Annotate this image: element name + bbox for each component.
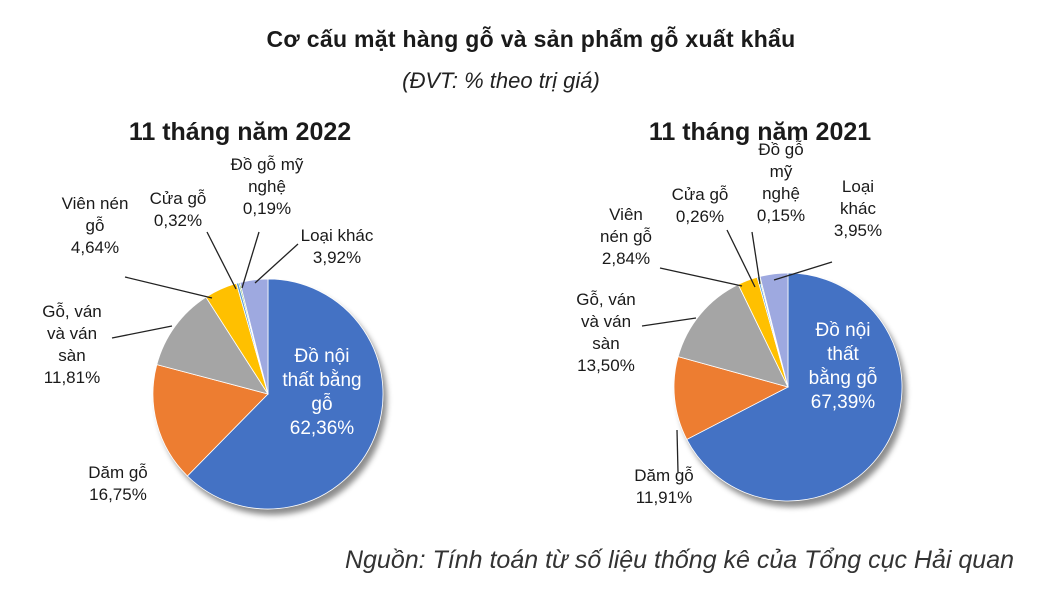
slice-label-line: sàn [58,346,85,365]
leader-line-loai_khac [254,243,299,284]
slice-label-line: thất bằng [282,369,361,391]
leader-line-loai_khac [773,261,833,281]
pie-1: Đồ nội thất bằng gỗ 67,39% Dăm gỗ 11,91% Gỗ, v… [576,140,903,507]
slice-label-vien_nen: Viên nén gỗ 2,84% [600,205,652,268]
pie-slice-loai_khac [239,278,269,395]
leader-line-go_van [641,317,697,327]
slice-label-line: sàn [592,334,619,353]
slice-label-loai_khac: Loại khác 3,92% [301,226,374,267]
slice-label-line: Đồ gỗ [758,140,803,159]
slice-label-line: Loại [842,177,874,196]
slice-label-line: 11,81% [44,368,100,387]
pie-slice-do_noi_that [686,272,903,502]
slice-label-line: nghệ [248,177,286,196]
pie-slice-loai_khac [759,272,789,388]
page-subtitle: (ĐVT: % theo trị giá) [402,68,600,93]
slice-label-line: 3,92% [313,248,361,267]
slice-label-dam_go: Dăm gỗ 16,75% [88,463,148,504]
slice-label-line: Đồ gỗ mỹ [231,155,304,174]
leader-line-dam_go [676,429,679,473]
chart-title-2021: 11 tháng năm 2021 [648,118,872,146]
leader-line-cua_go [726,229,756,288]
pie-0: Đồ nội thất bằng gỗ 62,36%Dăm gỗ 16,75%Gỗ, v… [42,155,384,510]
source-note: Nguồn: Tính toán từ số liệu thống kê của… [344,546,1014,574]
page-title: Cơ cấu mặt hàng gỗ và sản phẩm gỗ xuất k… [266,26,796,52]
slice-label-line: 0,15% [757,206,805,225]
slice-label-line: nghệ [762,184,800,203]
slice-label-line: gỗ [86,216,105,235]
slice-label-line: Đồ nội [295,346,350,367]
slice-label-line: 0,19% [243,199,291,218]
pie-slice-do_noi_that [186,278,384,510]
slice-label-do_go_my_nghe: Đồ gỗ mỹ nghệ 0,19% [231,155,304,218]
slice-label-line: mỹ [770,162,793,181]
slice-label-line: 62,36% [290,418,355,439]
slice-label-line: 0,26% [676,207,724,226]
slice-label-go_van: Gỗ, ván và ván sàn 11,81% [42,302,102,387]
leader-line-vien_nen [659,267,743,287]
slice-label-line: khác [840,199,876,218]
slice-label-line: Viên nén [62,194,129,213]
slice-label-go_van: Gỗ, ván và ván sàn 13,50% [576,290,636,375]
pie-slice-go_van [156,296,269,395]
leader-line-cua_go [206,231,237,290]
slice-label-line: Loại khác [301,226,374,245]
slice-label-dam_go: Dăm gỗ 11,91% [634,466,694,507]
slice-label-line: và ván [581,312,631,331]
slice-label-line: thất [827,344,859,365]
slice-label-loai_khac: Loại khác 3,95% [834,177,882,240]
chart-title-2022: 11 tháng năm 2022 [128,118,352,146]
slice-label-line: Cửa gỗ [150,189,207,208]
slice-label-line: 13,50% [577,356,635,375]
slice-label-line: Dăm gỗ [634,466,694,485]
slice-label-cua_go: Cửa gỗ 0,32% [150,189,207,230]
slice-label-line: 67,39% [811,392,876,413]
slice-label-line: 16,75% [89,485,147,504]
pie-slice-go_van [677,283,789,388]
leader-line-vien_nen [124,276,213,299]
slice-label-line: bằng gỗ [809,367,878,389]
slice-label-line: Cửa gỗ [672,185,729,204]
leader-line-do_go_my_nghe [751,231,761,285]
pie-slice-dam_go [152,364,269,477]
slice-label-line: gỗ [311,393,332,415]
slice-label-line: 0,32% [154,211,202,230]
slice-label-do_go_my_nghe: Đồ gỗ mỹ nghệ 0,15% [757,140,805,225]
leader-line-go_van [111,325,173,339]
slice-label-line: nén gỗ [600,227,652,246]
slice-label-line: 2,84% [602,249,650,268]
slice-label-line: Đồ nội [816,320,871,341]
slice-label-line: Gỗ, ván [42,302,102,321]
leader-line-do_go_my_nghe [241,231,260,289]
slice-label-line: 3,95% [834,221,882,240]
slice-label-line: Dăm gỗ [88,463,148,482]
pie-slice-dam_go [673,356,790,440]
slice-label-do_noi_that: Đồ nội thất bằng gỗ 62,36% [282,346,361,439]
slice-label-cua_go: Cửa gỗ 0,26% [672,185,729,226]
slice-label-line: 11,91% [636,488,692,507]
slice-label-line: Gỗ, ván [576,290,636,309]
slice-label-do_noi_that: Đồ nội thất bằng gỗ 67,39% [809,320,878,413]
slice-label-vien_nen: Viên nén gỗ 4,64% [62,194,129,257]
slice-label-line: và ván [47,324,97,343]
slice-label-line: Viên [609,205,643,224]
slice-label-line: 4,64% [71,238,119,257]
